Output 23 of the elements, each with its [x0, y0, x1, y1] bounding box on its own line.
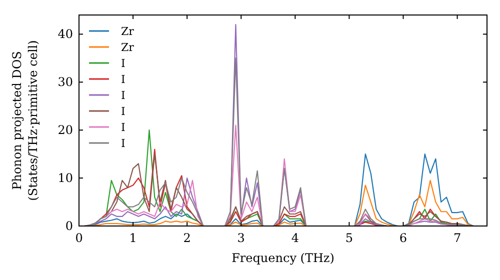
- legend-label: I: [121, 57, 126, 70]
- legend-label: I: [121, 137, 126, 150]
- y-tick-label: 0: [65, 219, 73, 233]
- x-tick-label: 4: [291, 231, 300, 245]
- x-tick-label: 5: [345, 231, 354, 245]
- x-tick-label: 6: [399, 231, 408, 245]
- y-tick-label: 40: [58, 27, 73, 42]
- legend-label: Zr: [121, 25, 135, 38]
- x-tick-label: 2: [183, 231, 191, 245]
- y-tick-label: 20: [58, 123, 73, 138]
- y-axis-title: Phonon projected DOS (States/THz·primitive cell): [10, 40, 40, 201]
- legend-label: I: [121, 121, 126, 134]
- x-tick-label: 1: [129, 231, 137, 245]
- legend-label: I: [121, 73, 126, 86]
- y-tick-label: 10: [58, 171, 73, 186]
- legend-label: I: [121, 105, 126, 118]
- x-tick-label: 7: [453, 231, 462, 245]
- x-tick-label: 3: [237, 231, 245, 245]
- y-tick-label: 30: [58, 75, 73, 90]
- legend-label: Zr: [121, 41, 135, 54]
- x-axis-title: Frequency (THz): [232, 251, 334, 265]
- legend-label: I: [121, 89, 126, 102]
- x-tick-label: 0: [75, 231, 83, 245]
